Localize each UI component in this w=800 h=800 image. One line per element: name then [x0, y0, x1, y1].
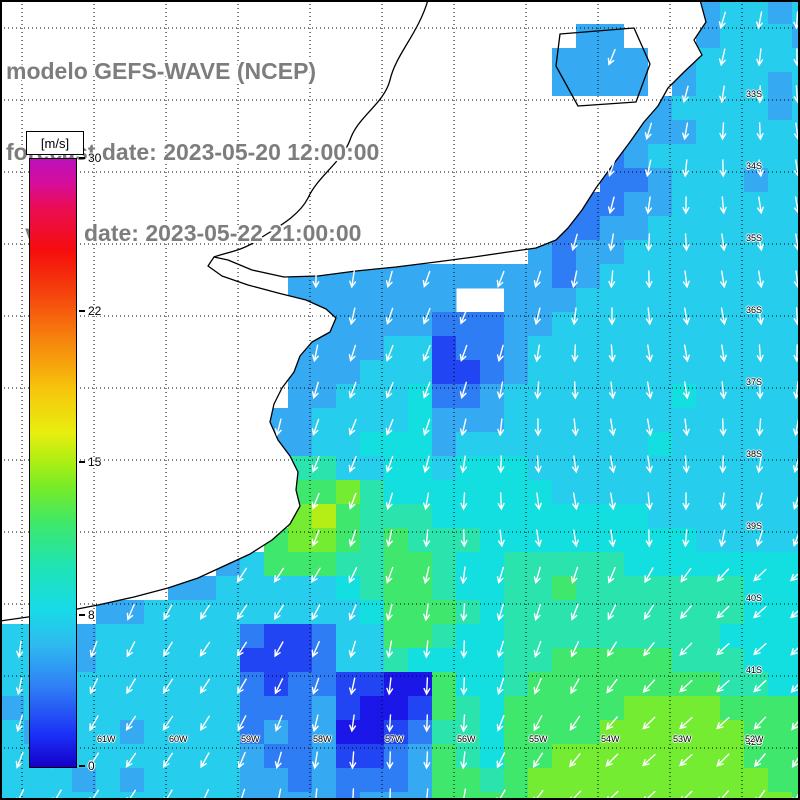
- latitude-label: 34S: [746, 161, 763, 171]
- colorbar-tick-mark: [79, 310, 85, 313]
- colorbar-tick-mark: [79, 614, 85, 617]
- latitude-label: 36S: [746, 305, 763, 315]
- colorbar: [m/s] 30 22 15 8 0: [26, 131, 101, 773]
- latitude-label: 35S: [746, 233, 763, 243]
- wave-direction-arrows: [15, 11, 800, 800]
- longitude-label: 59W: [241, 734, 260, 744]
- longitude-label: 56W: [457, 734, 476, 744]
- title-block: modelo GEFS-WAVE (NCEP) forecast date: 2…: [6, 4, 379, 301]
- latitude-label: 38S: [746, 449, 763, 459]
- river-path: [213, 0, 429, 258]
- longitude-label: 54W: [601, 734, 620, 744]
- latitude-label: 37S: [746, 377, 763, 387]
- colorbar-tick-label: 15: [88, 455, 102, 469]
- latitude-label: 41S: [746, 665, 763, 675]
- colorbar-tick-mark: [79, 765, 85, 767]
- longitude-label: 53W: [673, 734, 692, 744]
- land-mask: [0, 0, 706, 621]
- colorbar-tick-label: 22: [88, 304, 102, 319]
- forecast-date-line: forecast date: 2023-05-20 12:00:00: [6, 139, 380, 165]
- longitude-label: 57W: [385, 734, 404, 744]
- latitude-label: 39S: [746, 521, 763, 531]
- lagoon-cells: [552, 24, 648, 96]
- longitude-label: 52W: [745, 734, 764, 744]
- latitude-label: 42S: [746, 737, 763, 747]
- longitude-label: 58W: [313, 734, 332, 744]
- latitude-label: 33S: [746, 89, 763, 99]
- colorbar-tick-label: 8: [88, 608, 95, 623]
- colorbar-tick-mark: [79, 157, 85, 159]
- colorbar-tick-label: 30: [88, 151, 102, 165]
- colorbar-tick-mark: [79, 461, 85, 463]
- lagoon-outline: [555, 27, 651, 107]
- longitude-label: 61W: [97, 734, 116, 744]
- latitude-label: 40S: [746, 593, 763, 603]
- longitude-label: 60W: [169, 734, 188, 744]
- colorbar-unit-label: [m/s]: [26, 131, 84, 155]
- longitude-label: 55W: [529, 734, 548, 744]
- colorbar-gradient: [29, 158, 77, 768]
- model-title: modelo GEFS-WAVE (NCEP): [6, 58, 317, 84]
- colorbar-tick-label: 0: [88, 759, 95, 773]
